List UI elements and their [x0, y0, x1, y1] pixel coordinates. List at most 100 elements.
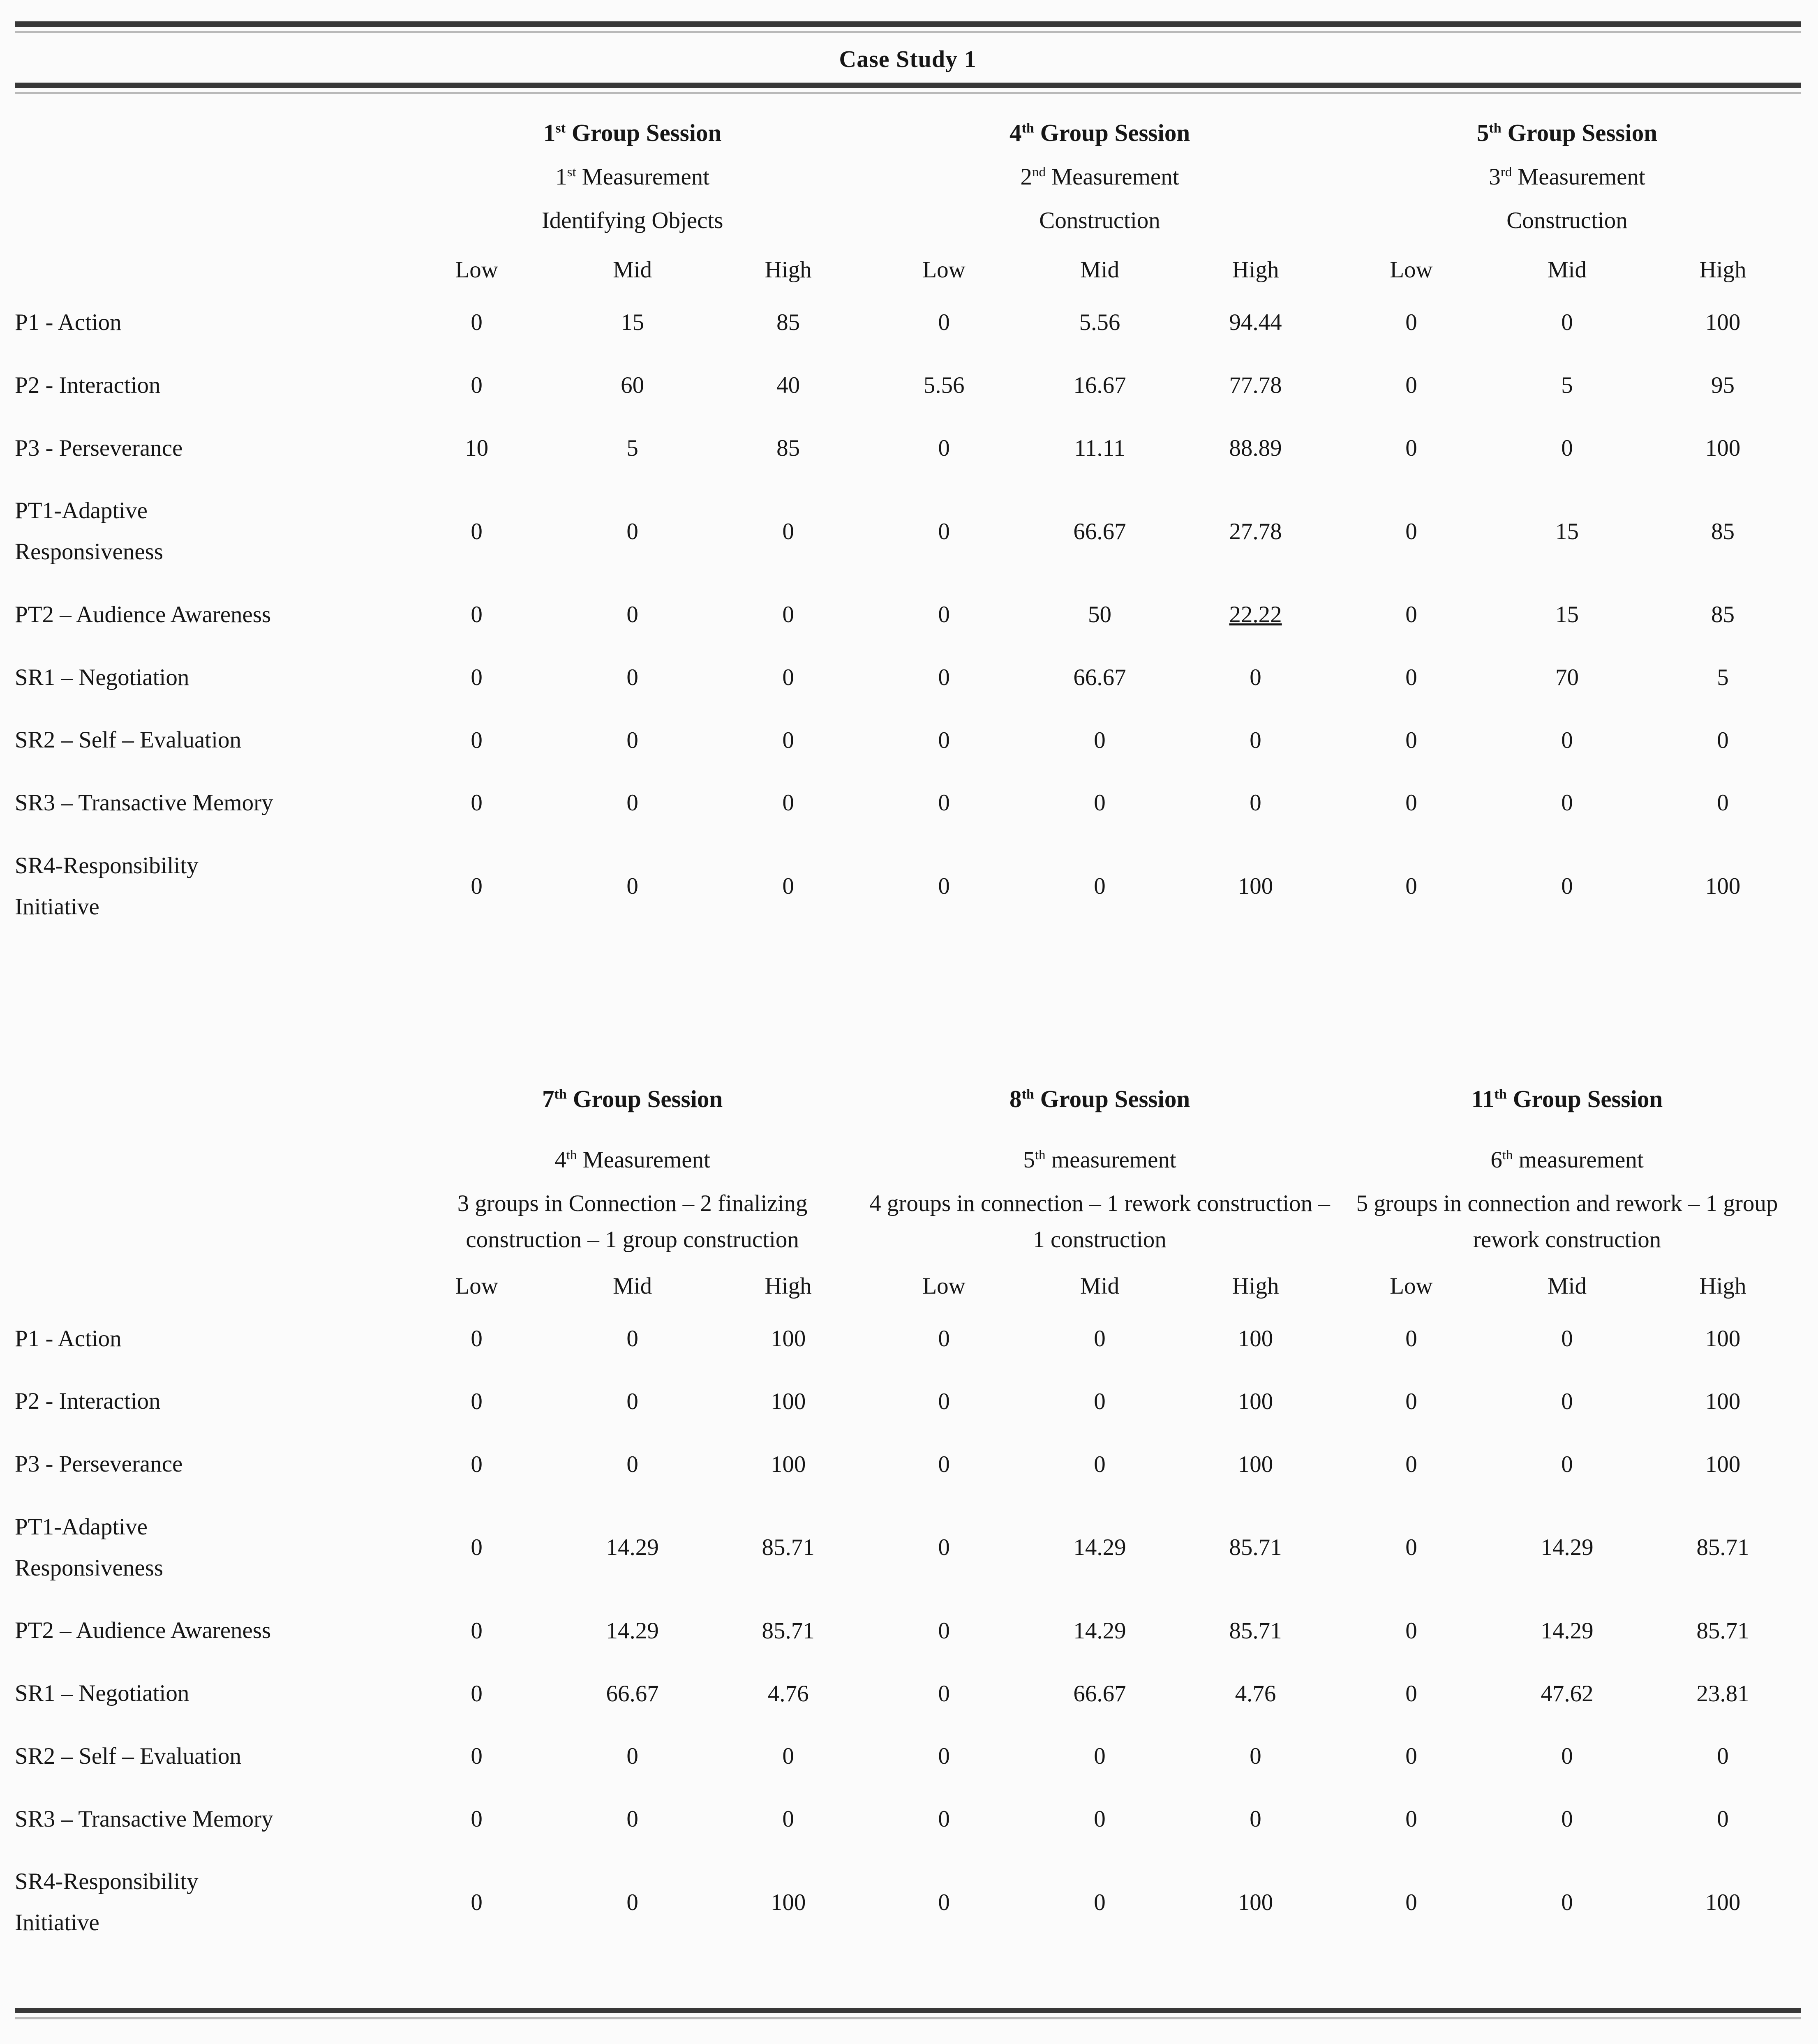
session-header-row: 7th Group Session 4th Measurement 3 grou…	[15, 1061, 1801, 1258]
row-label: SR1 – Negotiation	[15, 664, 189, 690]
value-cell: 0	[1405, 602, 1417, 628]
value-cell: 100	[1705, 1388, 1741, 1414]
value-cell: 4.76	[767, 1680, 809, 1707]
value-cell: 0	[1250, 1806, 1261, 1832]
value-cell: 85	[1711, 602, 1735, 628]
col-header-high: High	[765, 1273, 812, 1299]
value-cell: 0	[1717, 1806, 1729, 1832]
value-cell: 0	[938, 1680, 950, 1707]
value-cell: 66.67	[1073, 664, 1126, 690]
value-cell: 0	[1405, 664, 1417, 690]
session-activity: Construction	[1039, 207, 1160, 233]
value-cell: 0	[1717, 727, 1729, 753]
table-row: P2 - Interaction 0 60 40 5.56 16.67 77.78 0 5 95	[15, 354, 1801, 417]
col-header-mid: Mid	[1547, 1273, 1587, 1299]
value-cell: 0	[782, 790, 794, 816]
table-row: SR1 – Negotiation 0 0 0 0 66.67 0 0 70 5	[15, 646, 1801, 709]
value-cell: 0	[1561, 727, 1573, 753]
value-cell: 5	[1561, 372, 1573, 399]
row-label: PT1-Adaptive Responsiveness	[15, 1513, 163, 1581]
session-activity: 4 groups in connection – 1 rework constr…	[869, 1190, 1330, 1253]
row-label: P1 - Action	[15, 1325, 122, 1352]
value-cell: 0	[1094, 1388, 1106, 1414]
value-cell: 85	[776, 309, 800, 336]
table-row: P2 - Interaction 0 0 100 0 0 100 0 0 100	[15, 1370, 1801, 1433]
empty-corner-cell	[15, 242, 399, 291]
value-cell: 0	[1094, 727, 1106, 753]
value-cell: 100	[770, 1326, 806, 1352]
table-caption: Case Study 1	[839, 46, 977, 72]
value-cell: 66.67	[606, 1680, 659, 1707]
value-cell: 0	[938, 1806, 950, 1832]
value-cell: 0	[471, 309, 483, 336]
value-cell: 0	[626, 873, 638, 900]
lower-table-header: 7th Group Session 4th Measurement 3 grou…	[15, 1061, 1801, 1307]
value-cell: 0	[782, 664, 794, 690]
session-header-8th: 8th Group Session 5th measurement 4 grou…	[866, 1061, 1333, 1258]
value-cell: 0	[471, 1326, 483, 1352]
col-header-low: Low	[455, 257, 498, 283]
session-activity: Construction	[1506, 207, 1628, 233]
value-cell: 0	[1405, 1743, 1417, 1769]
value-cell: 0	[1250, 790, 1261, 816]
value-cell: 0	[1717, 790, 1729, 816]
value-cell: 0	[1250, 664, 1261, 690]
value-cell: 0	[1405, 1889, 1417, 1915]
value-cell: 0	[782, 1806, 794, 1832]
value-cell: 5.56	[923, 372, 965, 399]
value-cell: 0	[938, 1326, 950, 1352]
value-cell: 15	[1555, 518, 1579, 544]
value-cell: 85.71	[1696, 1617, 1749, 1644]
value-cell: 66.67	[1073, 518, 1126, 544]
value-cell: 0	[471, 1451, 483, 1477]
row-label: SR4-Responsibility Initiative	[15, 852, 199, 920]
value-cell: 0	[1405, 372, 1417, 399]
value-cell: 0	[1405, 1326, 1417, 1352]
value-cell: 50	[1088, 602, 1112, 628]
col-header-mid: Mid	[1547, 257, 1587, 283]
value-cell: 95	[1711, 372, 1735, 399]
value-cell: 0	[1561, 309, 1573, 336]
value-cell: 100	[1238, 1889, 1273, 1915]
value-cell: 0	[938, 790, 950, 816]
session-header-4th: 4th Group Session 2nd Measurement Constr…	[866, 94, 1333, 242]
value-cell: 0	[1561, 1806, 1573, 1832]
col-header-mid: Mid	[1080, 257, 1120, 283]
value-cell: 100	[1238, 1326, 1273, 1352]
row-label: P3 - Perseverance	[15, 435, 183, 461]
session-header-1st: 1st Group Session 1st Measurement Identi…	[399, 94, 866, 242]
value-cell: 0	[471, 727, 483, 753]
row-label: PT2 – Audience Awareness	[15, 601, 271, 628]
table-row: SR4-Responsibility Initiative 0 0 0 0 0 100 0 0 10…	[15, 835, 1801, 939]
session-title: 8th Group Session	[1009, 1085, 1190, 1113]
value-cell: 0	[1405, 1388, 1417, 1414]
value-cell: 100	[770, 1451, 806, 1477]
value-cell: 0	[471, 1743, 483, 1769]
value-cell: 0	[1094, 790, 1106, 816]
table-row: P3 - Perseverance 0 0 100 0 0 100 0 0 100	[15, 1433, 1801, 1496]
value-cell: 14.29	[606, 1617, 659, 1644]
value-cell: 0	[1405, 1534, 1417, 1561]
value-cell: 85.71	[1229, 1617, 1282, 1644]
value-cell: 16.67	[1073, 372, 1126, 399]
col-header-high: High	[765, 257, 812, 283]
value-cell: 5.56	[1079, 309, 1120, 336]
value-cell: 60	[621, 372, 645, 399]
value-cell: 0	[938, 873, 950, 900]
col-header-mid: Mid	[613, 1273, 652, 1299]
table-row: P1 - Action 0 15 85 0 5.56 94.44 0 0 100	[15, 291, 1801, 354]
value-cell: 0	[471, 518, 483, 544]
value-cell: 40	[776, 372, 800, 399]
value-cell: 0	[1405, 790, 1417, 816]
col-header-low: Low	[922, 1273, 966, 1299]
session-title: 11th Group Session	[1471, 1085, 1663, 1113]
value-cell: 85	[776, 435, 800, 461]
value-cell: 0	[626, 790, 638, 816]
value-cell: 0	[782, 1743, 794, 1769]
table-row: SR2 – Self – Evaluation 0 0 0 0 0 0 0 0 0	[15, 709, 1801, 772]
case-study-table-upper: 1st Group Session 1st Measurement Identi…	[15, 94, 1801, 938]
value-cell: 0	[1094, 1451, 1106, 1477]
value-cell: 100	[1705, 1451, 1741, 1477]
value-cell: 0	[471, 602, 483, 628]
value-cell: 0	[1561, 1889, 1573, 1915]
